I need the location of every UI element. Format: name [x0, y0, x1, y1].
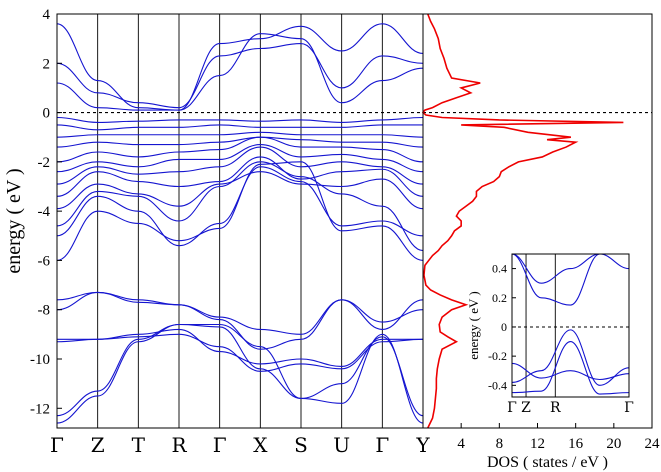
- dos-x-tick-label: 20: [606, 436, 621, 452]
- inset-y-tick-label: 0: [501, 320, 507, 334]
- y-tick-label: -4: [38, 204, 51, 220]
- band-y-axis-label: energy ( eV ): [3, 168, 25, 273]
- y-tick-label: -10: [30, 352, 50, 368]
- band-line: [56, 166, 424, 247]
- dos-x-ticks: 4 8 12 16 20 24: [457, 423, 660, 452]
- band-line: [56, 333, 424, 372]
- band-structure-panel: -12 -10 -8 -6 -4 -2 0 2 4 Γ Z T R Γ X S U Γ Y energy ( eV…: [3, 7, 430, 457]
- dos-x-tick-label: 4: [457, 436, 465, 452]
- inset-band-line: [511, 253, 630, 284]
- kpoint-label: Γ: [375, 433, 389, 457]
- inset-kpoint-gridlines: [525, 254, 556, 397]
- y-tick-label: -12: [30, 401, 50, 417]
- inset-y-tick-label: 0.4: [492, 262, 507, 276]
- dos-x-tick-label: 24: [645, 436, 661, 452]
- y-tick-label: -6: [38, 253, 51, 269]
- inset-kpoint-label: Γ: [624, 400, 634, 416]
- kpoint-label: Y: [415, 433, 430, 457]
- y-tick-label: 2: [43, 56, 51, 72]
- dos-x-tick-label: 12: [530, 436, 545, 452]
- inset-band-line: [511, 362, 630, 381]
- band-y-ticks: -12 -10 -8 -6 -4 -2 0 2 4: [30, 7, 62, 417]
- kpoint-label: Z: [91, 433, 105, 457]
- dos-x-tick-label: 8: [496, 436, 504, 452]
- kpoint-label: Γ: [213, 433, 227, 457]
- band-line: [56, 291, 424, 335]
- inset-y-tick-label: -0.4: [488, 378, 507, 392]
- band-line: [56, 131, 424, 138]
- band-line: [56, 171, 424, 210]
- inset-band-line: [511, 329, 630, 386]
- inset-y-axis-label: energy ( eV ): [466, 291, 481, 359]
- inset-kpoint-label: Γ: [507, 400, 517, 416]
- band-line: [56, 43, 424, 109]
- dos-x-axis-label: DOS ( states / eV ): [487, 454, 608, 471]
- kpoint-label: T: [132, 433, 146, 457]
- band-line: [56, 136, 424, 163]
- y-tick-label: 0: [43, 106, 51, 122]
- band-lines: [56, 23, 424, 424]
- dos-x-tick-label: 16: [568, 436, 584, 452]
- kpoint-label: Γ: [50, 433, 64, 457]
- kpoint-label: R: [171, 433, 187, 457]
- y-tick-label: -2: [38, 155, 51, 171]
- band-line: [56, 124, 423, 131]
- band-line: [56, 116, 424, 123]
- y-tick-label: -8: [38, 303, 51, 319]
- inset-kpoint-label: Z: [521, 400, 531, 416]
- inset-y-ticks: -0.4 -0.2 0 0.2 0.4: [488, 262, 516, 392]
- band-line: [56, 156, 424, 197]
- inset-y-tick-label: -0.2: [488, 349, 507, 363]
- inset-y-tick-label: 0.2: [492, 291, 507, 305]
- dos-panel: 4 8 12 16 20 24 DOS ( states / eV ): [421, 13, 660, 471]
- band-line: [56, 291, 424, 350]
- inset-background: [512, 254, 629, 397]
- band-line: [56, 146, 424, 185]
- inset-plot-frame: [511, 253, 630, 398]
- band-line: [56, 161, 424, 252]
- kpoint-label: S: [294, 433, 308, 457]
- band-line: [56, 144, 424, 173]
- inset-band-line: [511, 341, 630, 395]
- kpoint-label: U: [333, 433, 350, 457]
- dos-curve: [421, 13, 624, 429]
- inset-kpoint-label: R: [550, 400, 561, 416]
- band-line: [56, 136, 424, 148]
- band-line: [56, 323, 424, 417]
- band-line: [56, 23, 424, 111]
- kpoint-label: X: [253, 433, 268, 457]
- y-tick-label: 4: [43, 7, 51, 23]
- band-line: [56, 328, 423, 367]
